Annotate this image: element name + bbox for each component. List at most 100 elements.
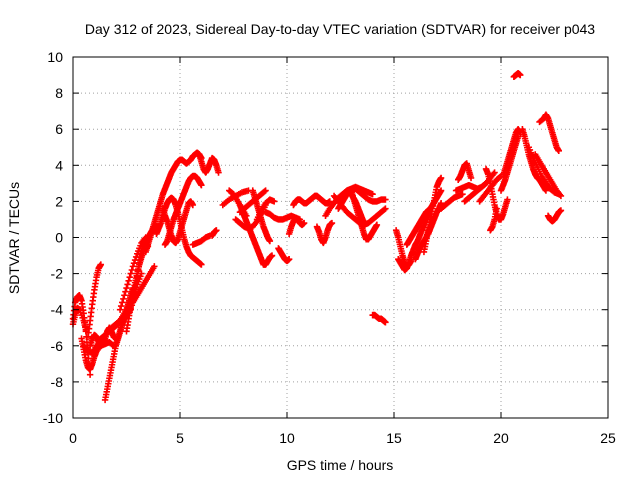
data-point: [491, 169, 498, 176]
x-tick-label: 25: [600, 430, 616, 446]
series-arc-47: [455, 160, 475, 183]
data-point: [557, 192, 565, 200]
y-tick-label: 4: [55, 157, 63, 173]
series-arc-14: [142, 149, 205, 256]
data-point: [467, 174, 475, 182]
data-point: [125, 277, 132, 285]
data-point: [126, 274, 133, 281]
data-point: [198, 181, 205, 189]
data-point: [121, 292, 128, 299]
data-point: [151, 263, 158, 270]
series-arc-58: [536, 111, 562, 155]
data-point: [504, 196, 511, 203]
series-arc-19: [196, 151, 222, 176]
axis-ticks: 0 5 10 15 20 25 -10 -8 -6 -4 -2 0 2 4 6 8 10: [43, 49, 616, 446]
y-tick-label: 6: [55, 121, 63, 137]
y-tick-label: 8: [55, 85, 63, 101]
series-arc-53: [499, 126, 524, 180]
data-point: [369, 190, 376, 198]
data-point: [425, 207, 432, 214]
series-arc-09: [116, 234, 149, 313]
data-point: [459, 190, 466, 198]
series-arc-55: [519, 126, 550, 194]
data-point: [130, 260, 138, 267]
data-point: [127, 270, 134, 277]
y-tick-label: -10: [43, 410, 63, 426]
series-arc-51: [487, 205, 500, 234]
x-tick-label: 0: [69, 430, 77, 446]
data-point: [382, 196, 389, 203]
data-point: [109, 341, 116, 349]
series-arc-29: [275, 245, 293, 265]
x-tick-label: 15: [386, 430, 402, 446]
data-point: [123, 284, 130, 292]
series-arc-05: [84, 261, 105, 340]
data-point: [437, 200, 445, 207]
data-point: [266, 237, 274, 245]
data-point: [129, 263, 137, 270]
data-points: [69, 70, 565, 404]
data-point: [382, 319, 389, 326]
grid: [73, 57, 608, 418]
series-arc-32: [313, 219, 336, 247]
data-point: [285, 255, 293, 263]
data-point: [198, 261, 205, 268]
data-point: [381, 206, 388, 213]
y-tick-label: -8: [51, 374, 64, 390]
y-axis-label: SDTVAR / TECUs: [6, 182, 22, 294]
data-point: [97, 261, 105, 268]
series-arc-37: [348, 187, 381, 243]
x-tick-label: 10: [279, 430, 295, 446]
series-arc-45: [437, 190, 466, 212]
series-arc-38: [369, 311, 389, 326]
series-arc-59: [544, 207, 565, 225]
data-point: [496, 173, 504, 181]
data-point: [268, 252, 276, 259]
series-arc-31: [290, 192, 333, 209]
data-point: [116, 306, 124, 313]
data-point: [270, 198, 278, 205]
series-arc-24: [236, 201, 276, 268]
data-point: [373, 221, 381, 229]
series-arc-13: [112, 295, 137, 349]
data-point: [189, 201, 197, 209]
series-arc-57: [532, 151, 565, 200]
x-tick-label: 5: [176, 430, 184, 446]
y-tick-label: -4: [51, 302, 64, 318]
data-point: [262, 187, 269, 194]
data-point: [517, 71, 524, 79]
y-tick-label: 2: [55, 193, 63, 209]
data-point: [300, 219, 308, 227]
x-tick-label: 20: [493, 430, 509, 446]
data-point: [437, 174, 445, 182]
data-point: [542, 187, 550, 194]
series-arc-17: [159, 198, 197, 247]
series-arc-30: [285, 214, 308, 238]
series-arc-50: [482, 165, 511, 223]
y-tick-label: -6: [51, 338, 64, 354]
data-point: [86, 371, 94, 378]
series-arc-27: [253, 196, 278, 223]
y-tick-label: 10: [47, 49, 63, 65]
data-point: [437, 187, 445, 194]
y-tick-label: -2: [51, 266, 64, 282]
data-point: [117, 302, 125, 310]
series-arc-20: [208, 227, 220, 239]
data-point: [124, 281, 131, 288]
data-point: [326, 198, 333, 205]
data-point: [122, 288, 129, 295]
data-point: [382, 205, 389, 212]
x-axis-label: GPS time / hours: [287, 457, 394, 473]
data-point: [129, 295, 137, 303]
data-point: [119, 299, 126, 306]
y-tick-label: 0: [55, 230, 63, 246]
data-point: [328, 219, 336, 227]
data-point: [213, 227, 220, 234]
series-arc-44: [425, 200, 445, 238]
data-point: [557, 207, 565, 214]
series-arc-41: [403, 207, 432, 248]
data-point: [215, 169, 222, 176]
data-point: [120, 295, 127, 303]
series-arc-54: [510, 70, 524, 81]
